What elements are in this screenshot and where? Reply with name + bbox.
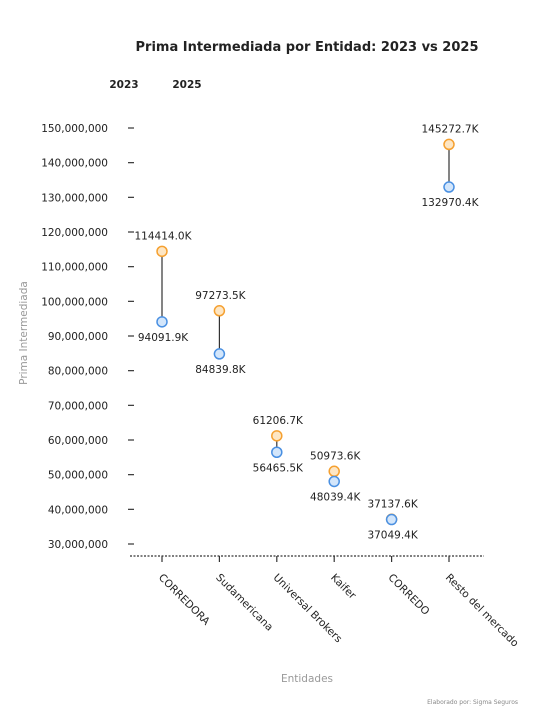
- point-2025: [328, 465, 340, 478]
- data-label-2025: 114414.0K: [135, 230, 193, 242]
- y-tick-label: 40,000,000: [48, 504, 108, 516]
- data-label-2023: 37049.4K: [367, 530, 418, 542]
- point-2025: [271, 430, 283, 442]
- point-2023: [271, 446, 283, 459]
- legend-label-2025: 2025: [172, 79, 201, 91]
- y-tick-label: 150,000,000: [41, 123, 108, 135]
- data-label-2025: 37137.6K: [367, 498, 418, 510]
- y-axis-ticks: 30,000,000 40,000,000 50,000,000 60,000,000…: [41, 123, 134, 551]
- point-2023: [328, 475, 340, 488]
- data-label-2025: 50973.6K: [310, 450, 361, 462]
- y-tick-label: 130,000,000: [41, 192, 108, 204]
- data-label-2025: 61206.7K: [253, 415, 304, 427]
- y-tick-label: 110,000,000: [41, 262, 108, 274]
- x-tick-label: CORREDO: [385, 572, 431, 618]
- point-2023: [156, 316, 168, 328]
- x-tick-label: Resto del mercado: [443, 572, 521, 650]
- x-axis-label: Entidades: [281, 673, 333, 685]
- y-tick-label: 80,000,000: [48, 366, 108, 378]
- data-label-2023: 48039.4K: [310, 491, 361, 503]
- point-2025: [443, 138, 455, 151]
- legend-label-2023: 2023: [109, 79, 138, 91]
- chart-credit: Elaborado por: Sigma Seguros: [427, 699, 518, 706]
- y-tick-label: 90,000,000: [48, 331, 108, 343]
- data-label-2023: 56465.5K: [253, 462, 304, 474]
- x-tick-label: Kaifer: [328, 572, 359, 603]
- y-tick-label: 50,000,000: [48, 470, 108, 482]
- point-2025: [213, 305, 226, 317]
- point-2025: [156, 245, 168, 258]
- chart-title: Prima Intermediada por Entidad: 2023 vs …: [136, 40, 479, 55]
- chart-marks: 114414.0K 94091.9K 97273.5K 84839.8K 61206.7…: [135, 123, 480, 541]
- y-tick-label: 120,000,000: [41, 227, 108, 239]
- y-tick-label: 60,000,000: [48, 435, 108, 447]
- data-label-2023: 132970.4K: [422, 197, 480, 209]
- point-2023: [443, 181, 455, 193]
- y-tick-label: 70,000,000: [48, 400, 108, 412]
- point-2023: [213, 348, 226, 360]
- data-label-2025: 145272.7K: [422, 123, 480, 135]
- y-axis-label: Prima Intermediada: [18, 281, 30, 385]
- data-label-2023: 94091.9K: [138, 332, 189, 344]
- x-tick-label: Sudamericana: [213, 572, 275, 634]
- y-tick-label: 100,000,000: [41, 296, 108, 308]
- legend: 2023 2025: [109, 79, 201, 91]
- y-tick-label: 30,000,000: [48, 539, 108, 551]
- point-2023: [385, 513, 398, 526]
- data-label-2023: 84839.8K: [195, 364, 246, 376]
- y-tick-label: 140,000,000: [41, 158, 108, 170]
- data-label-2025: 97273.5K: [195, 290, 246, 302]
- x-tick-label: CORREDORA: [156, 572, 213, 629]
